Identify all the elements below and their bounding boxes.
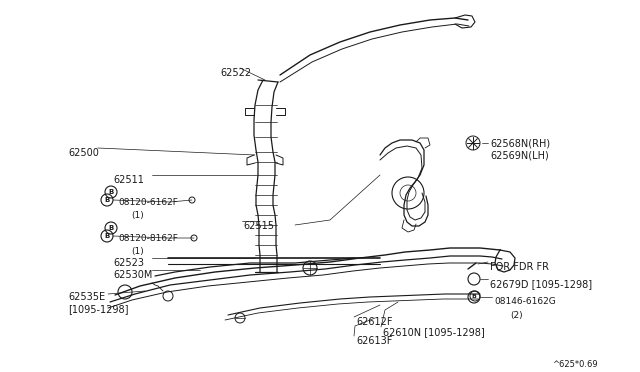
Text: 62535E: 62535E (68, 292, 105, 302)
Text: 62522: 62522 (220, 68, 251, 78)
Text: FOR FDR FR: FOR FDR FR (490, 262, 549, 272)
Text: B: B (104, 197, 109, 203)
Text: 62612F: 62612F (356, 317, 392, 327)
Text: 62679D [1095-1298]: 62679D [1095-1298] (490, 279, 592, 289)
Text: 62500: 62500 (68, 148, 99, 158)
Text: ^625*0.69: ^625*0.69 (552, 360, 598, 369)
Text: 62569N(LH): 62569N(LH) (490, 150, 548, 160)
Text: 62515: 62515 (243, 221, 274, 231)
Text: B: B (472, 295, 476, 299)
Text: 62530M: 62530M (113, 270, 152, 280)
Text: (2): (2) (510, 311, 523, 320)
Text: (1): (1) (131, 247, 144, 256)
Text: B: B (108, 225, 114, 231)
Text: (1): (1) (131, 211, 144, 220)
Text: 62511: 62511 (113, 175, 144, 185)
Text: 62613F: 62613F (356, 336, 392, 346)
Text: 62610N [1095-1298]: 62610N [1095-1298] (383, 327, 484, 337)
Text: [1095-1298]: [1095-1298] (68, 304, 129, 314)
Text: B: B (108, 189, 114, 195)
Text: B: B (104, 233, 109, 239)
Text: 08146-6162G: 08146-6162G (494, 297, 556, 306)
Text: 08120-8162F: 08120-8162F (118, 234, 178, 243)
Text: 62568N(RH): 62568N(RH) (490, 138, 550, 148)
Text: 62523: 62523 (113, 258, 144, 268)
Text: 08120-6162F: 08120-6162F (118, 198, 178, 207)
